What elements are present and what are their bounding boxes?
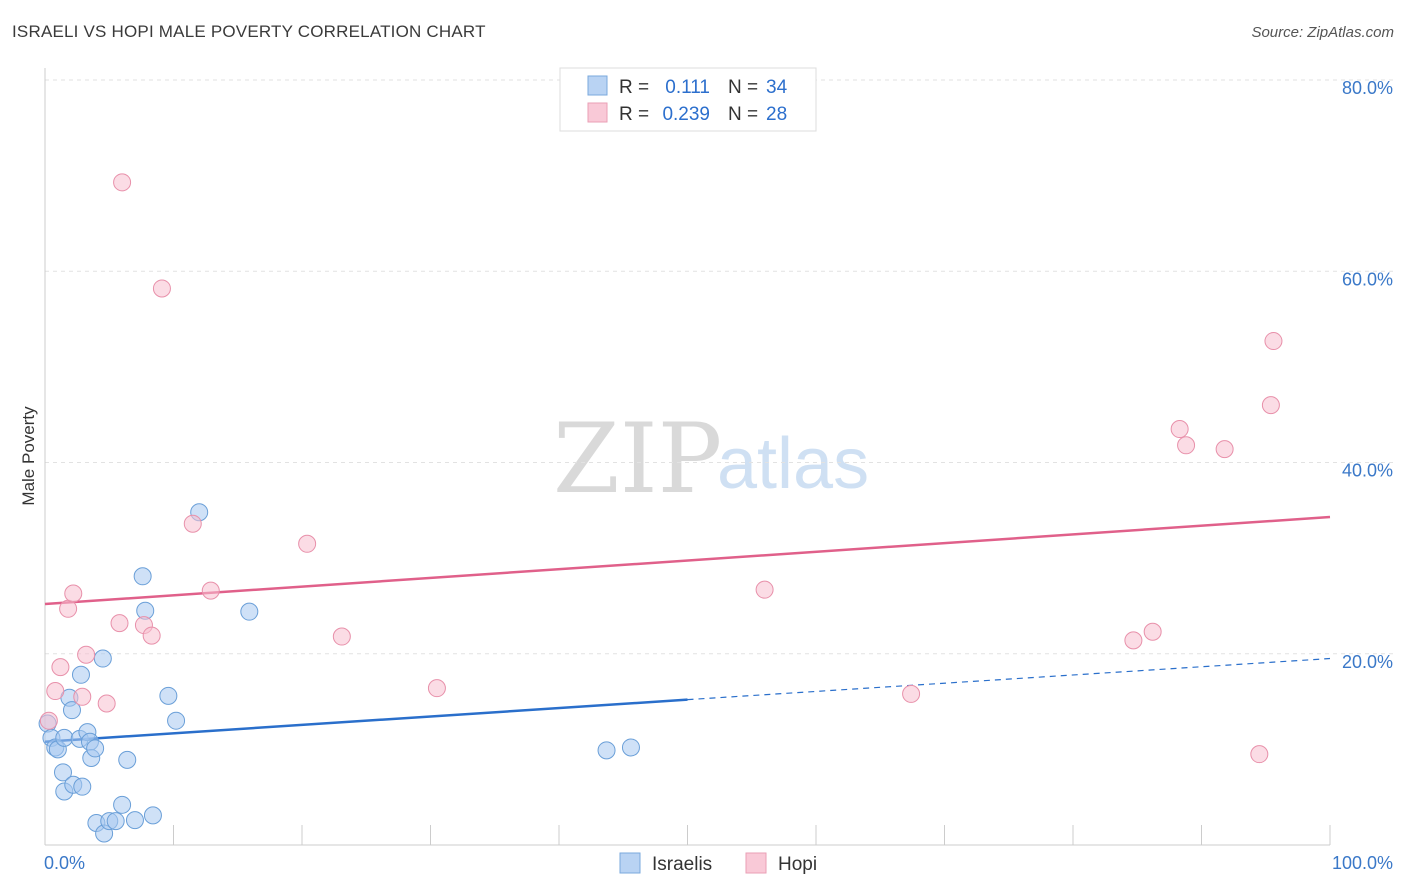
- point-hopi: [1143, 622, 1162, 641]
- x-tick-max: 100.0%: [1332, 853, 1393, 873]
- point-israelis: [597, 741, 616, 760]
- legend: R = 0.111 N = 34 R = 0.239 N = 28: [559, 67, 817, 132]
- trend-line-israelis: [44, 698, 688, 743]
- point-israelis: [93, 649, 112, 668]
- y-tick-label: 60.0%: [1342, 269, 1393, 289]
- point-hopi: [332, 627, 351, 646]
- point-hopi: [1250, 745, 1269, 764]
- bottom-legend-swatch-hopi: [745, 852, 767, 874]
- y-tick-labels: 20.0% 40.0% 60.0% 80.0%: [1342, 78, 1393, 672]
- bottom-legend: Israelis Hopi: [619, 852, 817, 875]
- point-hopi: [142, 626, 161, 645]
- y-axis-label: Male Poverty: [19, 406, 38, 506]
- trend-lines: [44, 515, 1331, 743]
- point-hopi: [183, 514, 202, 533]
- point-hopi: [51, 658, 70, 677]
- point-hopi: [46, 682, 65, 701]
- point-israelis: [159, 686, 178, 705]
- y-tick-label: 20.0%: [1342, 652, 1393, 672]
- point-israelis: [62, 701, 81, 720]
- point-hopi: [110, 614, 129, 633]
- point-hopi: [59, 599, 78, 618]
- point-israelis: [73, 777, 92, 796]
- point-israelis: [71, 665, 90, 684]
- point-israelis: [113, 795, 132, 814]
- legend-swatch-israelis: [587, 75, 608, 96]
- point-israelis: [106, 812, 125, 831]
- bottom-legend-swatch-israelis: [619, 852, 641, 874]
- point-hopi: [152, 279, 171, 298]
- point-israelis: [86, 739, 105, 758]
- grid-lines: [45, 79, 1393, 655]
- point-israelis: [143, 806, 162, 825]
- point-hopi: [73, 687, 92, 706]
- point-hopi: [298, 534, 317, 553]
- point-israelis: [125, 811, 144, 830]
- point-hopi: [902, 684, 921, 703]
- legend-r-label-israelis: R =: [619, 77, 649, 98]
- point-hopi: [77, 645, 96, 664]
- point-hopi: [1177, 436, 1196, 455]
- legend-n-label-israelis: N =: [728, 77, 758, 98]
- point-israelis: [118, 750, 137, 769]
- trend-line-hopi: [44, 515, 1331, 606]
- legend-r-israelis: 0.111: [665, 77, 710, 98]
- point-hopi: [113, 173, 132, 192]
- point-hopi: [755, 580, 774, 599]
- watermark-atlas: atlas: [717, 424, 869, 504]
- legend-n-hopi: 28: [766, 104, 787, 125]
- point-hopi: [39, 711, 58, 730]
- legend-swatch-hopi: [587, 102, 608, 123]
- point-israelis: [240, 602, 259, 621]
- point-hopi: [1261, 396, 1280, 415]
- point-israelis: [621, 738, 640, 757]
- legend-r-hopi: 0.239: [662, 104, 710, 125]
- point-hopi: [1215, 440, 1234, 459]
- point-hopi: [97, 694, 116, 713]
- point-hopi: [1170, 420, 1189, 439]
- legend-r-label-hopi: R =: [619, 104, 649, 125]
- y-tick-label: 80.0%: [1342, 78, 1393, 98]
- point-israelis: [167, 711, 186, 730]
- point-israelis: [55, 728, 74, 747]
- point-hopi: [64, 584, 83, 603]
- point-hopi: [201, 581, 220, 600]
- trend-line-israelis-extension: [687, 657, 1331, 701]
- bottom-legend-israelis: Israelis: [652, 854, 712, 875]
- point-hopi: [427, 679, 446, 698]
- watermark-zip: ZIP: [553, 403, 722, 515]
- x-tick-min: 0.0%: [44, 853, 85, 873]
- axes: [44, 68, 1331, 846]
- source-label: Source: ZipAtlas.com: [1251, 24, 1394, 41]
- point-hopi: [1264, 332, 1283, 351]
- point-israelis: [53, 763, 72, 782]
- legend-n-israelis: 34: [766, 77, 788, 98]
- bottom-legend-hopi: Hopi: [778, 854, 817, 875]
- point-hopi: [1124, 631, 1143, 650]
- data-points: [38, 173, 1283, 843]
- legend-n-label-hopi: N =: [728, 104, 758, 125]
- y-tick-label: 40.0%: [1342, 461, 1393, 481]
- chart-title: ISRAELI VS HOPI MALE POVERTY CORRELATION…: [12, 22, 486, 41]
- point-israelis: [133, 567, 152, 586]
